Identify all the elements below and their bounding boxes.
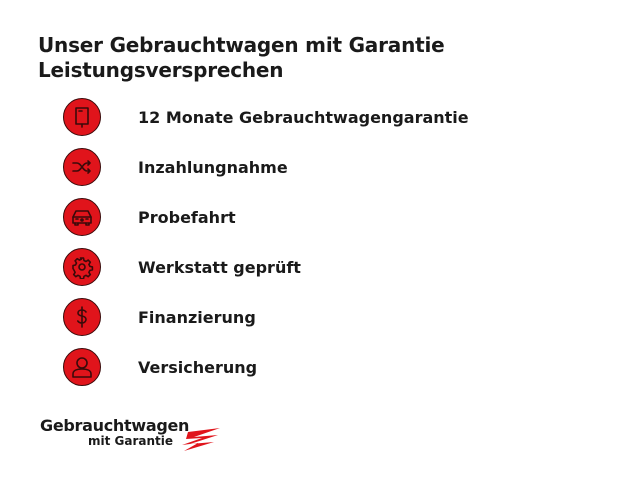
item-financing: Finanzierung	[63, 297, 256, 337]
book-icon	[63, 98, 101, 136]
item-insurance: Versicherung	[63, 347, 257, 387]
shuffle-icon	[63, 148, 101, 186]
gear-icon	[63, 248, 101, 286]
logo-line-2: mit Garantie	[88, 434, 174, 448]
item-label: Inzahlungnahme	[138, 157, 288, 177]
car-icon	[63, 198, 101, 236]
page-title: Unser Gebrauchtwagen mit Garantie Leistu…	[38, 33, 445, 83]
title-line-2: Leistungsversprechen	[38, 58, 284, 82]
item-warranty: 12 Monate Gebrauchtwagengarantie	[63, 97, 469, 137]
item-test-drive: Probefahrt	[63, 197, 236, 237]
item-workshop: Werkstatt geprüft	[63, 247, 301, 287]
red-swoosh-icon	[182, 428, 220, 451]
item-trade-in: Inzahlungnahme	[63, 147, 288, 187]
item-label: Versicherung	[138, 357, 258, 377]
item-label: Finanzierung	[138, 307, 256, 327]
item-label: Werkstatt geprüft	[138, 257, 301, 277]
logo-line-1: Gebrauchtwagen	[40, 416, 190, 435]
dollar-icon	[63, 298, 101, 336]
item-label: Probefahrt	[138, 207, 236, 227]
title-line-1: Unser Gebrauchtwagen mit Garantie	[38, 33, 445, 57]
gebrauchtwagen-logo: Gebrauchtwagen mit Garantie	[40, 416, 220, 451]
item-label: 12 Monate Gebrauchtwagengarantie	[138, 107, 469, 127]
person-icon	[63, 348, 101, 386]
